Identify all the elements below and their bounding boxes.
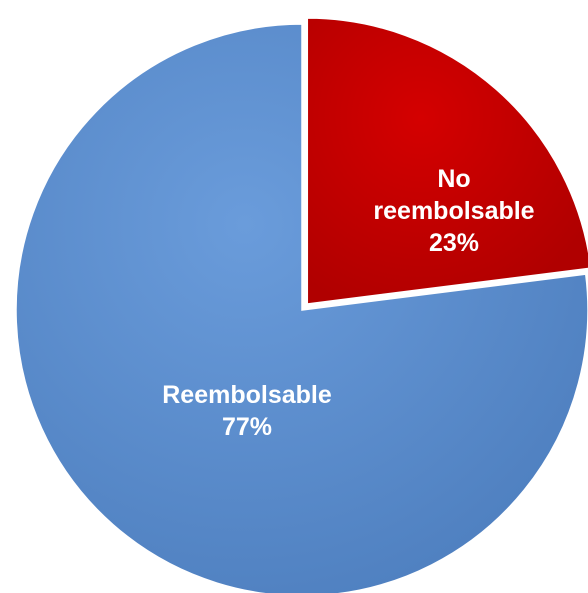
pie-slice-no-reembolsable	[306, 17, 588, 305]
slice-label-reembolsable: Reembolsable 77%	[162, 381, 332, 441]
slice-category-label: Reembolsable	[162, 381, 332, 409]
pie-labels: No reembolsable 23% Reembolsable 77%	[162, 165, 534, 441]
pie-slice-reembolsable	[15, 23, 588, 593]
pie-slices	[15, 17, 588, 593]
slice-category-label: reembolsable	[373, 197, 534, 225]
slice-value-label: 23%	[429, 229, 479, 257]
slice-value-label: 77%	[222, 413, 272, 441]
slice-label-no-reembolsable: No reembolsable 23%	[373, 165, 534, 257]
slice-category-label: No	[437, 165, 470, 193]
